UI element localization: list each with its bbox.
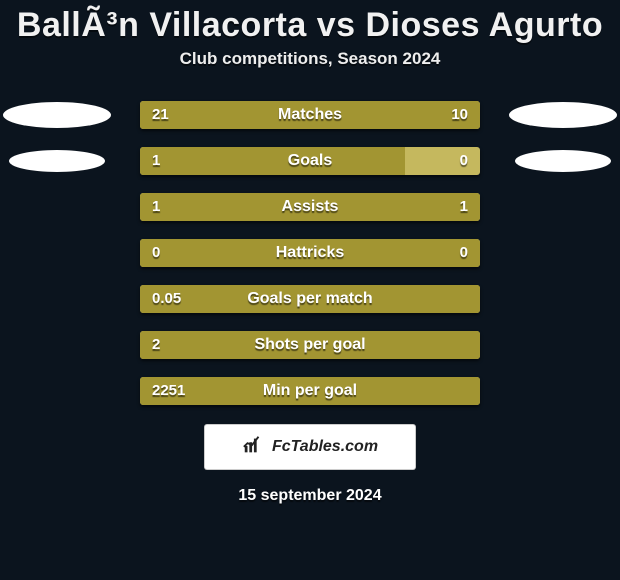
comparison-container: BallÃ³n Villacorta vs Dioses Agurto Club… — [0, 0, 620, 580]
stat-row: 2251Min per goal — [0, 377, 620, 405]
stat-row: 2110Matches — [0, 101, 620, 129]
stat-value-right: 0 — [460, 147, 468, 175]
stat-row: 2Shots per goal — [0, 331, 620, 359]
stat-bar-track: 10Goals — [140, 147, 480, 175]
player-right-avatar — [515, 150, 611, 172]
stat-bar-track: 2110Matches — [140, 101, 480, 129]
stats-area: 2110Matches 10Goals 11Assists 00Hattricks 0.… — [0, 101, 620, 405]
stat-row: 10Goals — [0, 147, 620, 175]
stat-bar-fill-left — [140, 101, 364, 129]
chart-icon — [242, 434, 272, 461]
stat-bar-track: 2251Min per goal — [140, 377, 480, 405]
player-left-avatar-slot — [2, 101, 112, 129]
player-right-avatar — [509, 102, 617, 128]
stat-row: 00Hattricks — [0, 239, 620, 267]
stat-bar-fill-right — [310, 193, 480, 221]
page-title: BallÃ³n Villacorta vs Dioses Agurto — [0, 0, 620, 45]
player-left-avatar — [3, 102, 111, 128]
stat-row: 11Assists — [0, 193, 620, 221]
stat-bar-fill-left — [140, 193, 310, 221]
stat-bar-track: 00Hattricks — [140, 239, 480, 267]
stat-bar-fill-left — [140, 377, 480, 405]
player-left-avatar — [9, 150, 105, 172]
stat-bar-track: 2Shots per goal — [140, 331, 480, 359]
stat-bar-fill-right — [324, 239, 480, 267]
stat-bar-fill-left — [140, 331, 480, 359]
player-right-avatar-slot — [508, 101, 618, 129]
stat-bar-fill-right — [364, 101, 480, 129]
stat-bar-fill-left — [140, 285, 480, 313]
stat-row: 0.05Goals per match — [0, 285, 620, 313]
badge-text: FcTables.com — [272, 438, 378, 456]
stat-bar-fill-left — [140, 239, 324, 267]
footer-date: 15 september 2024 — [0, 487, 620, 505]
player-left-avatar-slot — [2, 147, 112, 175]
source-badge[interactable]: FcTables.com — [205, 425, 415, 469]
stat-bar-fill-left — [140, 147, 405, 175]
stat-bar-track: 11Assists — [140, 193, 480, 221]
player-right-avatar-slot — [508, 147, 618, 175]
page-subtitle: Club competitions, Season 2024 — [0, 49, 620, 69]
stat-bar-track: 0.05Goals per match — [140, 285, 480, 313]
